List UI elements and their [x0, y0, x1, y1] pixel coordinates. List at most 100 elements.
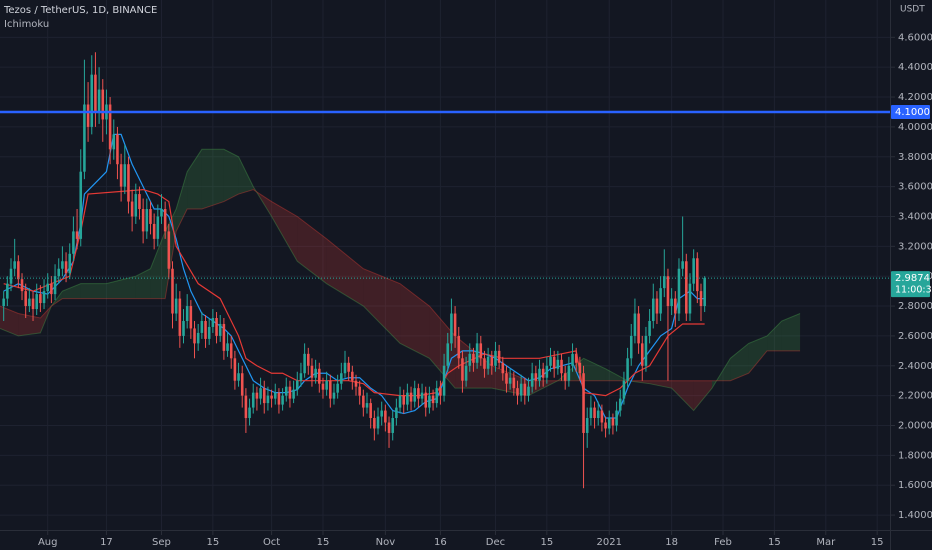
- candle-body: [343, 362, 347, 374]
- candle-body: [75, 231, 79, 239]
- candle-body: [119, 164, 123, 187]
- cloud-edge: [0, 189, 801, 382]
- candle-body: [428, 395, 431, 408]
- candle-body: [571, 353, 574, 366]
- candles: [2, 52, 706, 489]
- indicator-name[interactable]: Ichimoku: [4, 19, 49, 30]
- candle-body: [226, 343, 229, 351]
- x-tick-label: 15: [871, 537, 884, 548]
- candle-body: [145, 209, 149, 232]
- cloud-segment: [253, 186, 272, 217]
- candle-body: [644, 335, 648, 366]
- candle-body: [130, 201, 134, 217]
- candle-body: [699, 291, 703, 307]
- candle-body: [651, 298, 655, 321]
- candle-body: [196, 332, 200, 344]
- candle-body: [207, 326, 211, 339]
- candle-body: [46, 283, 49, 292]
- y-tick-label: 2.6000: [898, 331, 932, 342]
- candle-body: [472, 353, 475, 363]
- candle-body: [2, 298, 5, 307]
- candle-body: [222, 323, 226, 351]
- candle-body: [442, 365, 446, 396]
- candle-body: [365, 403, 369, 408]
- candle-body: [266, 395, 270, 404]
- candle-body: [538, 368, 541, 381]
- candle-body: [215, 318, 218, 336]
- candle-body: [57, 268, 61, 277]
- cloud-segment: [187, 149, 202, 210]
- currency-label[interactable]: USDT: [900, 5, 925, 15]
- cloud-segment: [106, 276, 136, 299]
- candle-body: [663, 276, 666, 289]
- y-tick-label: 1.8000: [898, 450, 932, 461]
- hline-label: 4.1000: [895, 107, 930, 118]
- x-tick-label: Nov: [376, 537, 396, 548]
- candle-body: [696, 258, 699, 292]
- y-tick-label: 3.8000: [898, 152, 932, 163]
- candle-body: [453, 313, 457, 336]
- candle-body: [347, 362, 350, 372]
- candle-body: [332, 392, 336, 399]
- candle-body: [295, 380, 299, 390]
- candle-body: [373, 418, 376, 429]
- candle-body: [204, 320, 207, 339]
- candle-body: [490, 356, 494, 366]
- cloud-segment: [271, 201, 298, 262]
- cloud-segment: [627, 380, 650, 384]
- candle-body: [28, 298, 31, 307]
- candle-body: [615, 410, 618, 426]
- candle-body: [688, 283, 692, 314]
- candle-body: [318, 368, 321, 384]
- candle-body: [116, 134, 119, 165]
- candle-body: [692, 258, 695, 284]
- candle-body: [556, 359, 560, 369]
- candle-body: [461, 358, 464, 381]
- y-tick-label: 2.0000: [898, 420, 932, 431]
- candle-body: [501, 362, 505, 374]
- cloud-segment: [176, 171, 188, 232]
- y-tick-label: 3.6000: [898, 182, 932, 193]
- candle-body: [534, 373, 538, 381]
- last-price-box: [891, 271, 930, 298]
- cloud-segment: [18, 313, 41, 336]
- candle-body: [607, 418, 611, 429]
- candle-body: [152, 223, 156, 239]
- x-tick-label: Aug: [38, 537, 58, 548]
- y-tick-label: 4.2000: [898, 92, 932, 103]
- candle-body: [516, 388, 519, 396]
- candle-body: [545, 365, 549, 378]
- candle-body: [284, 386, 288, 396]
- candle-body: [530, 373, 534, 387]
- candle-body: [262, 388, 266, 404]
- candle-body: [659, 288, 662, 314]
- candle-body: [123, 164, 127, 187]
- cloud-segment: [712, 358, 731, 389]
- candle-body: [604, 422, 607, 429]
- candle-body: [523, 383, 527, 396]
- cloud-segment: [297, 216, 327, 284]
- candle-body: [369, 403, 372, 419]
- y-tick-label: 1.6000: [898, 480, 932, 491]
- cloud-segment: [693, 380, 712, 411]
- y-tick-label: 4.0000: [898, 122, 932, 133]
- candle-body: [53, 276, 57, 295]
- candle-body: [200, 320, 204, 333]
- candle-body: [450, 313, 453, 344]
- candle-body: [248, 407, 251, 419]
- cloud-segment: [363, 268, 401, 344]
- candle-body: [593, 407, 596, 419]
- candle-body: [486, 356, 490, 369]
- candle-body: [409, 392, 413, 402]
- candle-body: [299, 373, 303, 381]
- cloud-segment: [201, 149, 224, 210]
- candle-body: [138, 194, 141, 210]
- candle-body: [35, 294, 38, 310]
- x-tick-label: 15: [206, 537, 219, 548]
- candle-body: [240, 373, 244, 396]
- candle-body: [310, 365, 314, 378]
- x-tick-label: 2021: [597, 537, 622, 548]
- candle-body: [567, 365, 571, 381]
